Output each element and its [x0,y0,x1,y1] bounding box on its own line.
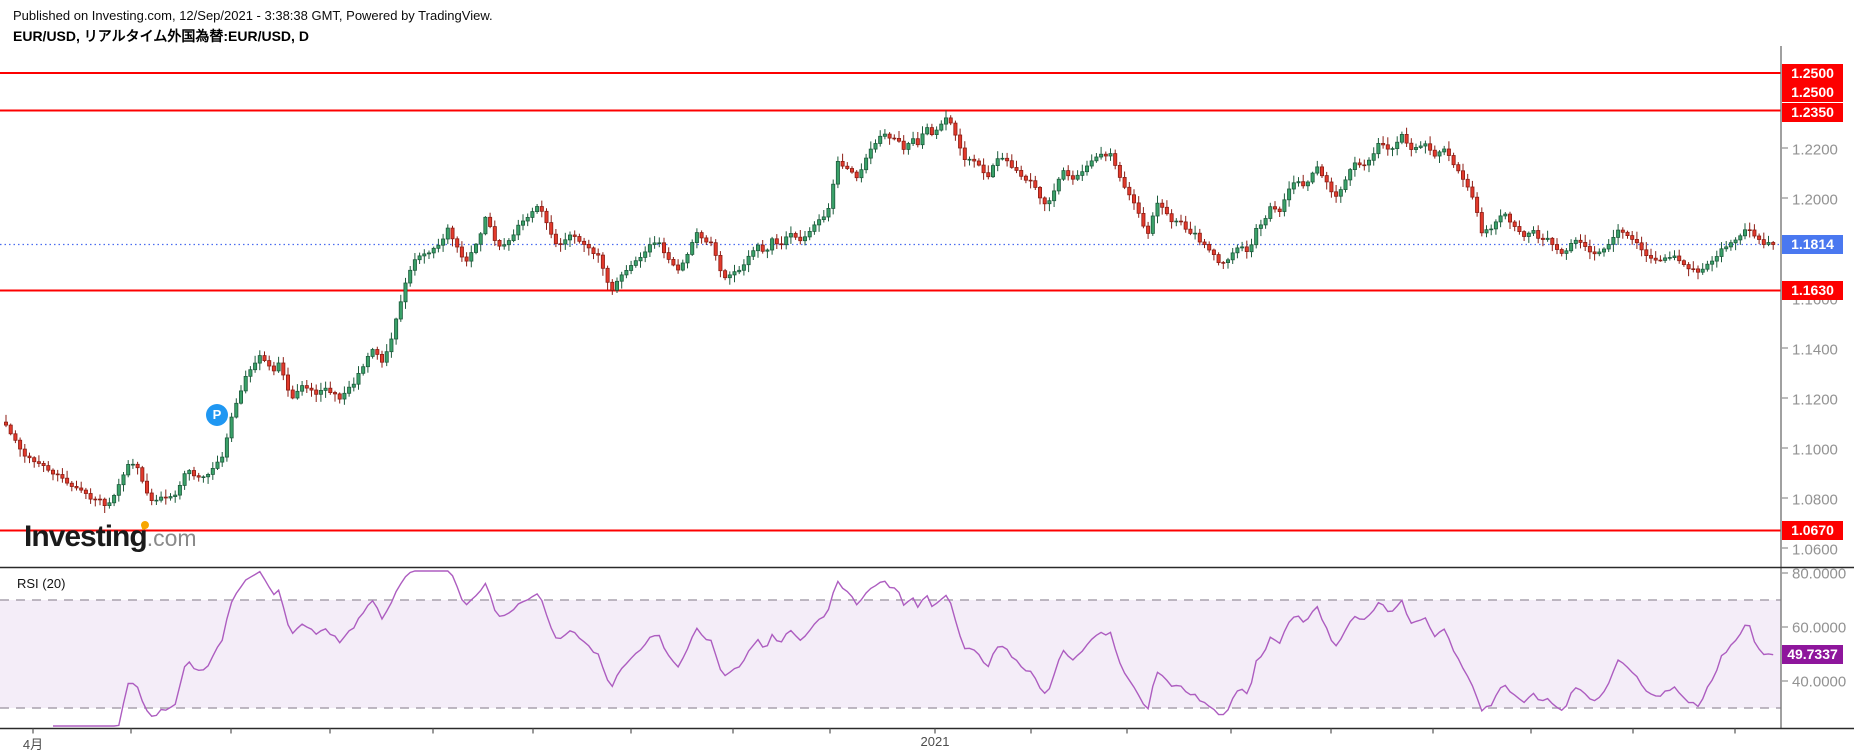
logo-suffix-text: .com [146,525,197,551]
investing-logo: Investing.com [24,519,197,554]
price-axis[interactable] [1781,45,1854,728]
published-caption: Published on Investing.com, 12/Sep/2021 … [13,8,493,23]
rsi-indicator-label[interactable]: RSI (20) [17,576,66,591]
time-axis[interactable] [0,728,1781,756]
logo-text: Investing [24,520,148,553]
symbol-title: EUR/USD, リアルタイム外国為替:EUR/USD, D [13,28,309,44]
posted-note-marker[interactable]: P [206,404,228,426]
